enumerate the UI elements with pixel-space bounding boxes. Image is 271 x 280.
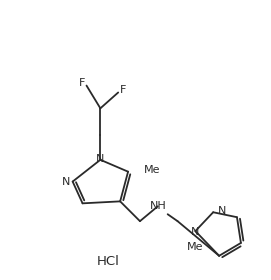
Text: N: N: [62, 177, 70, 186]
Text: N: N: [96, 154, 105, 164]
Text: F: F: [79, 78, 86, 88]
Text: Me: Me: [144, 165, 160, 175]
Text: F: F: [120, 85, 126, 95]
Text: NH: NH: [149, 201, 166, 211]
Text: HCl: HCl: [97, 255, 120, 268]
Text: N: N: [191, 227, 199, 237]
Text: Me: Me: [187, 242, 204, 252]
Text: N: N: [218, 206, 227, 216]
